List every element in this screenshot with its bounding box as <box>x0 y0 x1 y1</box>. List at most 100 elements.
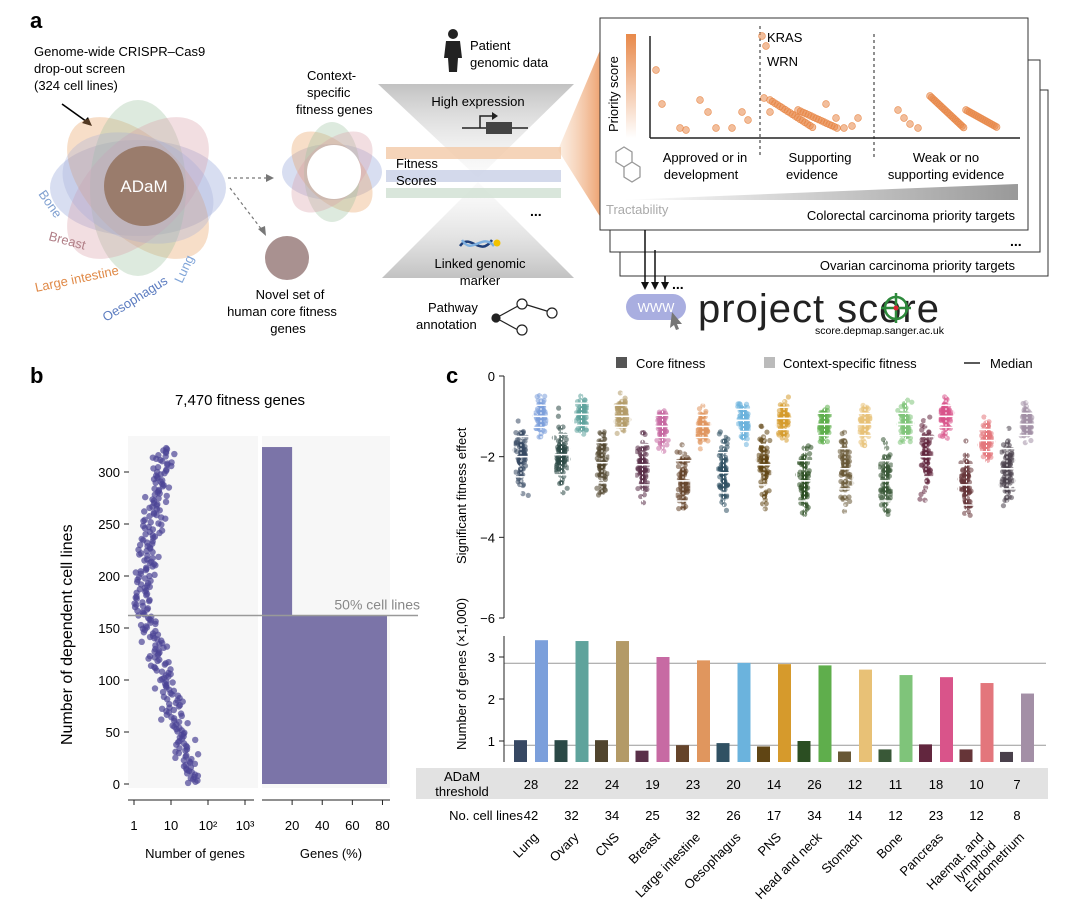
panel-c: c Core fitness Context-specific fitness … <box>416 356 1048 902</box>
priority-dot <box>900 114 908 122</box>
fitness-point <box>884 508 890 514</box>
scatter-point <box>139 522 147 530</box>
priority-dot <box>658 100 666 108</box>
category-label: Bone <box>874 830 906 862</box>
legend-median-label: Median <box>990 356 1033 371</box>
scatter-point <box>159 688 167 696</box>
cell-line-values: 42 32 34 25 32 26 17 34 14 12 23 12 8 <box>524 808 1021 823</box>
fitness-point <box>640 485 646 491</box>
card-title-ovarian: Ovarian carcinoma priority targets <box>820 258 1016 273</box>
fitness-point <box>679 442 685 448</box>
scatter-points <box>131 444 202 787</box>
fitness-point <box>641 492 647 498</box>
patient-label-1: Patient <box>470 38 511 53</box>
output-ellipsis: ... <box>672 276 684 292</box>
brand-url[interactable]: score.depmap.sanger.ac.uk <box>815 325 945 337</box>
www-label: WWW <box>638 300 676 315</box>
scatter-point <box>192 736 199 744</box>
fitness-point <box>1008 475 1014 482</box>
fitness-point <box>576 406 582 412</box>
threshold-band <box>416 768 1048 799</box>
scatter-point <box>136 541 144 549</box>
www-badge[interactable] <box>626 294 686 320</box>
fitness-point <box>537 403 544 409</box>
x-tick-label: 20 <box>285 818 299 833</box>
threshold-values: 28 22 24 19 23 20 14 26 12 11 18 10 7 <box>524 777 1021 792</box>
fitness-point <box>946 407 952 413</box>
fitness-point <box>865 406 871 412</box>
scatter-point <box>131 600 138 607</box>
scatter-point <box>177 710 185 717</box>
scatter-point <box>163 444 170 452</box>
x-tick-label: 60 <box>345 818 359 833</box>
category-label: Stomach <box>818 830 865 877</box>
fitness-point <box>554 455 560 462</box>
fitness-point <box>522 438 528 444</box>
scatter-point <box>159 477 166 484</box>
card-ellipsis: ... <box>1010 233 1022 249</box>
fitness-point <box>782 399 788 405</box>
high-expression-label: High expression <box>431 94 524 109</box>
screen-title-line1: Genome-wide CRISPR–Cas9 <box>34 44 205 59</box>
fitness-point <box>846 494 852 500</box>
scatter-point <box>158 668 166 675</box>
context-bar <box>616 641 629 762</box>
fitness-point <box>961 479 967 486</box>
fitness-point <box>964 452 970 459</box>
fitness-point <box>784 432 790 438</box>
priority-dot <box>762 42 770 50</box>
fitness-scores-label-2: Scores <box>396 173 437 188</box>
core-bar <box>514 740 527 762</box>
fitness-point <box>802 472 808 478</box>
context-label-3: fitness genes <box>296 102 373 117</box>
cell-line-count: 17 <box>767 808 781 823</box>
fitness-point <box>598 469 604 475</box>
context-label-1: Context- <box>307 68 356 83</box>
threshold-value: 18 <box>929 777 943 792</box>
priority-dot <box>704 108 712 116</box>
fitness-point <box>697 439 703 446</box>
priority-dot <box>738 108 746 116</box>
scatter-point <box>149 454 157 461</box>
priority-dot <box>744 116 752 124</box>
fitness-point <box>1027 418 1033 424</box>
y-tick-label: 300 <box>98 465 120 480</box>
fitness-point <box>1003 483 1009 490</box>
fitness-point <box>980 436 986 443</box>
promoter-arrow-head <box>492 112 498 120</box>
fitness-point <box>1000 442 1007 448</box>
panel-b-xlabel-bar: Genes (%) <box>300 846 362 861</box>
screen-title-line3: (324 cell lines) <box>34 78 118 93</box>
fitness-point <box>943 420 950 426</box>
core-gene-circle <box>265 236 309 280</box>
scatter-point <box>151 571 158 579</box>
fitness-point <box>824 407 831 414</box>
scatter-point <box>146 572 153 580</box>
pathway-edge-3 <box>523 303 551 313</box>
fitness-point <box>845 454 851 460</box>
fitness-point <box>921 450 927 456</box>
fitness-point <box>779 418 785 424</box>
priority-dot <box>712 124 720 132</box>
fitness-point <box>551 435 557 441</box>
threshold-value: 20 <box>726 777 740 792</box>
fitness-point <box>516 436 522 442</box>
fitness-point <box>723 507 730 513</box>
fitness-point <box>602 487 608 494</box>
fitness-point <box>1006 425 1012 431</box>
fitness-effect-axis: 0 −2 −4 −6 <box>480 369 505 626</box>
fitness-effect-boxplots <box>511 388 1036 550</box>
fifty-percent-label: 50% cell lines <box>334 597 420 613</box>
legend-context-label: Context-specific fitness <box>783 356 917 371</box>
y-tick-label: 3 <box>488 650 495 665</box>
context-bar <box>535 640 548 762</box>
fitness-point <box>562 444 568 451</box>
fitness-point <box>640 456 646 462</box>
fitness-point <box>555 438 562 444</box>
category-label: PNS <box>755 829 785 859</box>
priority-axis-label: Priority score <box>606 56 621 132</box>
core-bar <box>919 744 932 762</box>
fitness-point <box>858 416 864 422</box>
fitness-point <box>1020 400 1026 407</box>
x-tick-label: 10² <box>199 818 218 833</box>
